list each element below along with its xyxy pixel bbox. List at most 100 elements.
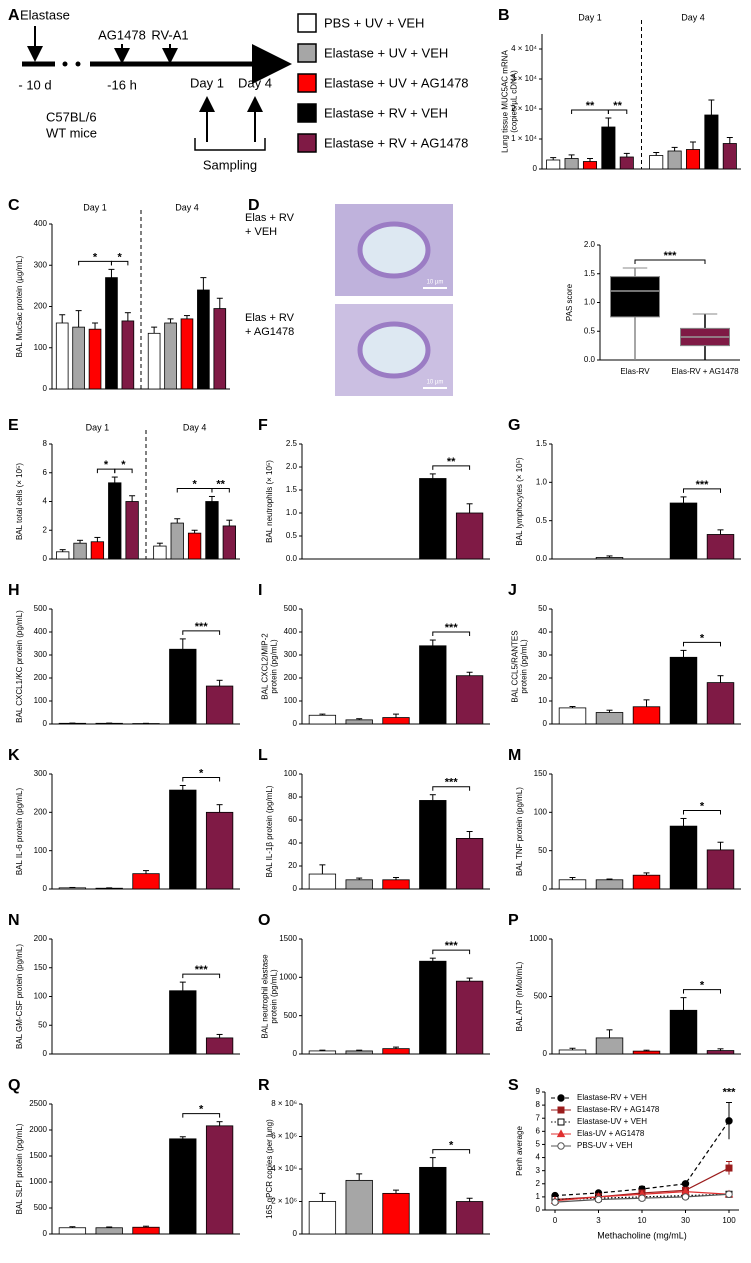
bar	[73, 542, 87, 560]
y-tick-label: 0	[293, 1049, 298, 1058]
bar	[706, 682, 735, 725]
significance-bracket	[683, 488, 721, 493]
bar	[90, 541, 105, 560]
legend-marker	[557, 1118, 565, 1126]
sampling-label: Sampling	[203, 157, 257, 172]
bar	[169, 990, 197, 1055]
bar	[169, 1138, 197, 1235]
y-tick-label: 300	[34, 769, 48, 778]
legend-label: Elastase + UV + AG1478	[324, 75, 469, 90]
timeline-break	[75, 61, 81, 67]
y-tick-label: 60	[288, 815, 297, 824]
significance-label: ***	[445, 777, 459, 789]
bar	[455, 512, 484, 560]
bar	[595, 557, 624, 560]
y-tick-label: 50	[538, 604, 547, 613]
y-tick-label: 100	[34, 846, 48, 855]
significance-label: ***	[696, 479, 710, 491]
bar	[722, 143, 737, 170]
bar	[564, 158, 579, 170]
legend-swatch	[297, 43, 317, 63]
image-label: Elas + RV	[245, 312, 295, 324]
panel-letter: L	[258, 747, 268, 764]
y-tick-label: 4 × 10⁴	[511, 44, 537, 53]
y-tick-label: 0.5	[536, 516, 548, 525]
y-tick-label: 5	[536, 1140, 541, 1149]
y-tick-label: 0	[43, 1049, 48, 1058]
bar	[58, 1227, 87, 1235]
treatment-label: AG1478	[98, 27, 146, 42]
y-tick-label: 4	[43, 497, 48, 506]
y-tick-label: 1.5	[286, 485, 298, 494]
bar	[345, 1179, 373, 1235]
data-point	[681, 1180, 690, 1188]
y-tick-label: 150	[534, 769, 548, 778]
significance-bracket	[432, 1149, 471, 1154]
y-tick-label: 1000	[279, 972, 297, 981]
y-tick-label: 8	[43, 439, 48, 448]
bar	[455, 1201, 484, 1235]
y-tick-label: 1.5	[536, 439, 548, 448]
time-label: -16 h	[107, 77, 137, 92]
bar	[169, 789, 197, 890]
timeline-break	[62, 61, 68, 67]
significance-bracket	[182, 777, 221, 782]
data-point	[725, 1164, 733, 1172]
y-tick-label: 400	[34, 627, 48, 636]
data-point	[594, 1195, 603, 1204]
y-axis-label: protein (pg/mL)	[270, 969, 279, 1024]
y-tick-label: 100	[284, 769, 298, 778]
y-tick-label: 0.5	[584, 326, 596, 335]
y-tick-label: 200	[34, 302, 48, 311]
y-tick-label: 2	[43, 525, 48, 534]
bar	[649, 155, 664, 170]
y-tick-label: 0	[43, 719, 48, 728]
significance-label: ***	[445, 940, 459, 952]
group-label: Day 4	[681, 12, 705, 22]
scale-bar-label: 10 µm	[427, 280, 444, 286]
bar	[595, 879, 624, 890]
y-axis-label: Lung tissue MUC5AC mRNA	[501, 49, 510, 152]
y-tick-label: 150	[34, 963, 48, 972]
y-tick-label: 100	[34, 343, 48, 352]
x-tick-label: 3	[596, 1216, 601, 1225]
bar	[169, 648, 197, 725]
significance-bracket	[683, 809, 721, 815]
y-tick-label: 0	[536, 1205, 541, 1214]
significance-label: *	[93, 251, 98, 263]
y-tick-label: 0.5	[286, 531, 298, 540]
bar	[164, 322, 177, 390]
data-point	[681, 1193, 690, 1201]
sampling-bracket	[194, 138, 266, 151]
bar	[382, 879, 410, 890]
legend-label: Elastase + RV + AG1478	[324, 135, 468, 150]
y-tick-label: 7	[536, 1113, 541, 1122]
panel-letter: S	[508, 1077, 519, 1094]
y-tick-label: 1000	[529, 934, 547, 943]
y-tick-label: 0	[543, 1049, 548, 1058]
bar	[558, 879, 587, 890]
y-tick-label: 20	[288, 861, 297, 870]
y-tick-label: 0	[293, 1229, 298, 1238]
y-tick-label: 1500	[279, 934, 297, 943]
y-tick-label: 1.5	[584, 269, 596, 278]
legend-swatch	[297, 73, 317, 93]
bar	[308, 1201, 337, 1235]
bar	[345, 879, 373, 890]
histology-airway	[357, 321, 431, 379]
significance-bracket	[110, 260, 129, 266]
y-axis-label: BAL neutrophil elastase	[261, 954, 270, 1039]
significance-label: *	[700, 800, 705, 812]
y-axis-label: PAS score	[565, 283, 574, 321]
bar	[455, 675, 484, 725]
y-tick-label: 100	[34, 696, 48, 705]
significance-label: *	[199, 1104, 204, 1116]
y-tick-label: 2.0	[584, 240, 596, 249]
bar	[546, 159, 561, 170]
bar	[55, 322, 69, 390]
y-tick-label: 500	[284, 604, 298, 613]
legend-swatch	[297, 13, 317, 33]
significance-label: *	[104, 459, 109, 471]
y-tick-label: 40	[538, 627, 547, 636]
panel-letter: P	[508, 912, 519, 929]
